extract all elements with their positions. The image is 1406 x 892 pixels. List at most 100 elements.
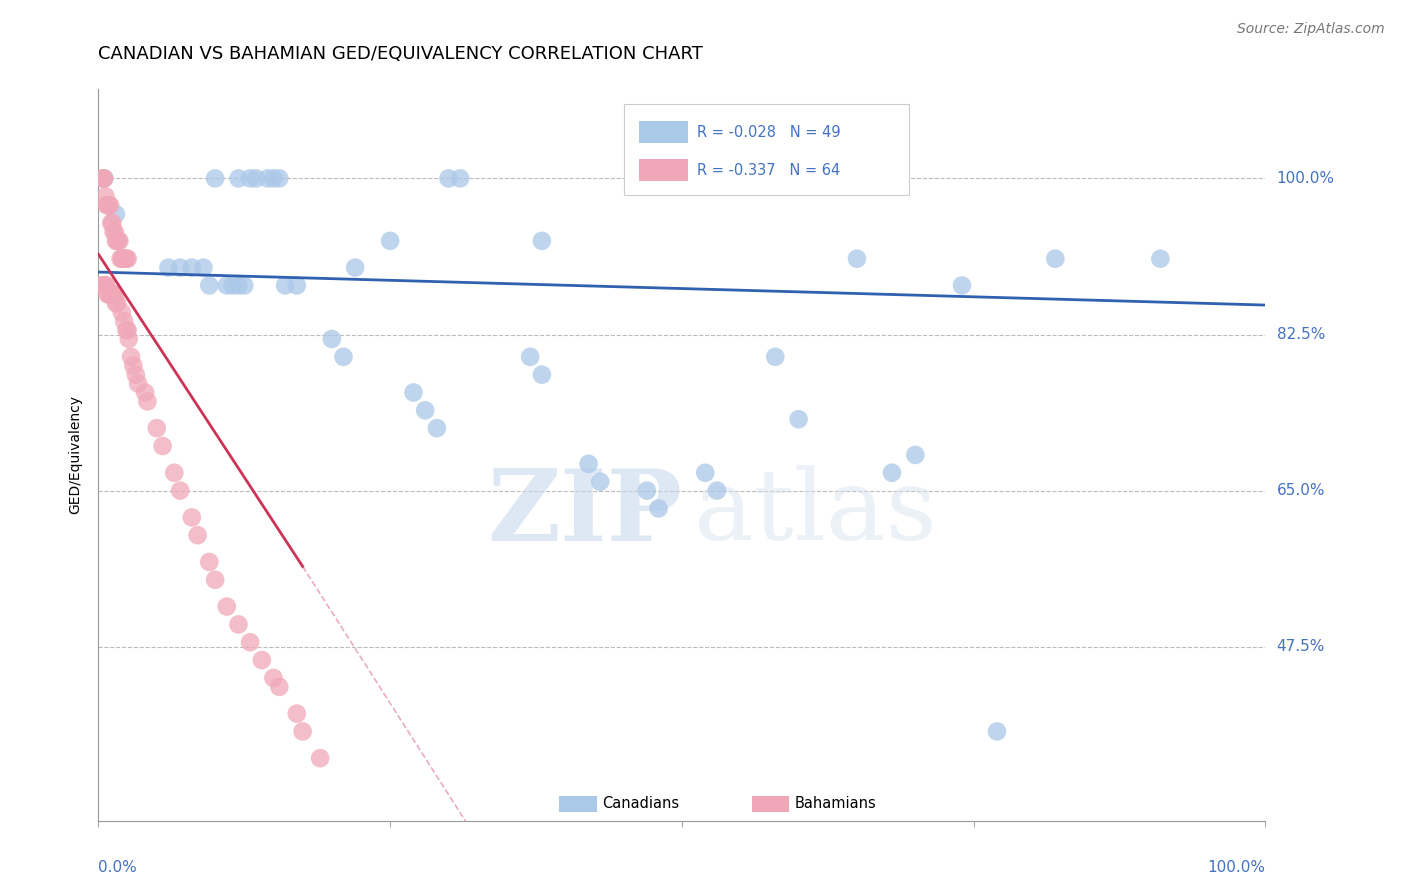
Text: ZIP: ZIP bbox=[486, 465, 682, 562]
Point bbox=[101, 216, 124, 230]
Point bbox=[530, 234, 553, 248]
Text: R = -0.028   N = 49: R = -0.028 N = 49 bbox=[697, 125, 841, 140]
Text: 65.0%: 65.0% bbox=[1277, 483, 1324, 498]
Point bbox=[198, 278, 221, 293]
Point bbox=[986, 724, 1008, 739]
Point bbox=[103, 225, 125, 239]
Point bbox=[96, 198, 118, 212]
Point bbox=[269, 680, 291, 694]
Point bbox=[228, 278, 250, 293]
Point bbox=[146, 421, 169, 435]
Point bbox=[125, 368, 148, 382]
Point bbox=[96, 278, 118, 293]
Point bbox=[180, 510, 202, 524]
Point bbox=[519, 350, 541, 364]
Text: 47.5%: 47.5% bbox=[1277, 640, 1324, 654]
Point bbox=[169, 483, 191, 498]
Text: Bahamians: Bahamians bbox=[796, 797, 877, 812]
Point bbox=[250, 653, 273, 667]
Text: 100.0%: 100.0% bbox=[1277, 171, 1334, 186]
Point bbox=[256, 171, 278, 186]
Point bbox=[187, 528, 209, 542]
Point bbox=[97, 287, 120, 301]
Point bbox=[91, 171, 114, 186]
FancyBboxPatch shape bbox=[624, 103, 910, 195]
Point bbox=[647, 501, 669, 516]
Point bbox=[730, 171, 752, 186]
Point bbox=[695, 466, 717, 480]
Point bbox=[90, 278, 112, 293]
Point bbox=[93, 278, 115, 293]
Point bbox=[332, 350, 354, 364]
Text: CANADIAN VS BAHAMIAN GED/EQUIVALENCY CORRELATION CHART: CANADIAN VS BAHAMIAN GED/EQUIVALENCY COR… bbox=[98, 45, 703, 62]
FancyBboxPatch shape bbox=[638, 159, 688, 180]
Point bbox=[98, 287, 121, 301]
Point bbox=[152, 439, 174, 453]
Point bbox=[449, 171, 471, 186]
Point bbox=[112, 314, 135, 328]
Point bbox=[530, 368, 553, 382]
Text: 100.0%: 100.0% bbox=[1208, 860, 1265, 874]
Point bbox=[104, 296, 127, 310]
Point bbox=[402, 385, 425, 400]
Point bbox=[117, 323, 139, 337]
Point bbox=[91, 278, 114, 293]
Point bbox=[426, 421, 449, 435]
Point bbox=[309, 751, 332, 765]
Point bbox=[180, 260, 202, 275]
Point bbox=[157, 260, 180, 275]
Point bbox=[741, 171, 763, 186]
Point bbox=[380, 234, 402, 248]
Point bbox=[589, 475, 612, 489]
Text: Canadians: Canadians bbox=[603, 797, 679, 812]
Point bbox=[239, 171, 262, 186]
Point bbox=[98, 198, 121, 212]
Point bbox=[215, 599, 238, 614]
Point bbox=[1045, 252, 1067, 266]
Point bbox=[103, 287, 125, 301]
Point bbox=[117, 252, 139, 266]
Point bbox=[122, 359, 145, 373]
Point bbox=[111, 252, 134, 266]
Point bbox=[120, 350, 142, 364]
Point bbox=[94, 189, 117, 203]
Point bbox=[169, 260, 191, 275]
Point bbox=[1149, 252, 1171, 266]
Point bbox=[636, 483, 658, 498]
Text: R = -0.337   N = 64: R = -0.337 N = 64 bbox=[697, 163, 841, 178]
Text: 82.5%: 82.5% bbox=[1277, 327, 1324, 342]
Point bbox=[100, 216, 122, 230]
Point bbox=[105, 296, 128, 310]
Point bbox=[787, 412, 810, 426]
Point bbox=[111, 252, 134, 266]
Point bbox=[110, 252, 132, 266]
Point bbox=[115, 323, 138, 337]
Point bbox=[228, 617, 250, 632]
Point bbox=[706, 483, 728, 498]
Point bbox=[108, 234, 131, 248]
Point bbox=[204, 573, 226, 587]
Point bbox=[262, 671, 284, 685]
Point bbox=[134, 385, 156, 400]
Point bbox=[114, 252, 136, 266]
Point bbox=[285, 278, 308, 293]
Point bbox=[97, 198, 120, 212]
Point bbox=[90, 171, 112, 186]
Point bbox=[204, 171, 226, 186]
Point bbox=[274, 278, 297, 293]
Point bbox=[344, 260, 367, 275]
Point bbox=[104, 225, 127, 239]
Point bbox=[846, 252, 869, 266]
Point bbox=[321, 332, 343, 346]
Point bbox=[107, 234, 129, 248]
Y-axis label: GED/Equivalency: GED/Equivalency bbox=[69, 395, 83, 515]
Point bbox=[104, 287, 127, 301]
Point bbox=[245, 171, 267, 186]
Point bbox=[118, 332, 141, 346]
Point bbox=[111, 305, 134, 319]
Point bbox=[233, 278, 256, 293]
Point bbox=[578, 457, 600, 471]
Point bbox=[127, 376, 149, 391]
Point bbox=[93, 171, 115, 186]
Point bbox=[115, 252, 138, 266]
